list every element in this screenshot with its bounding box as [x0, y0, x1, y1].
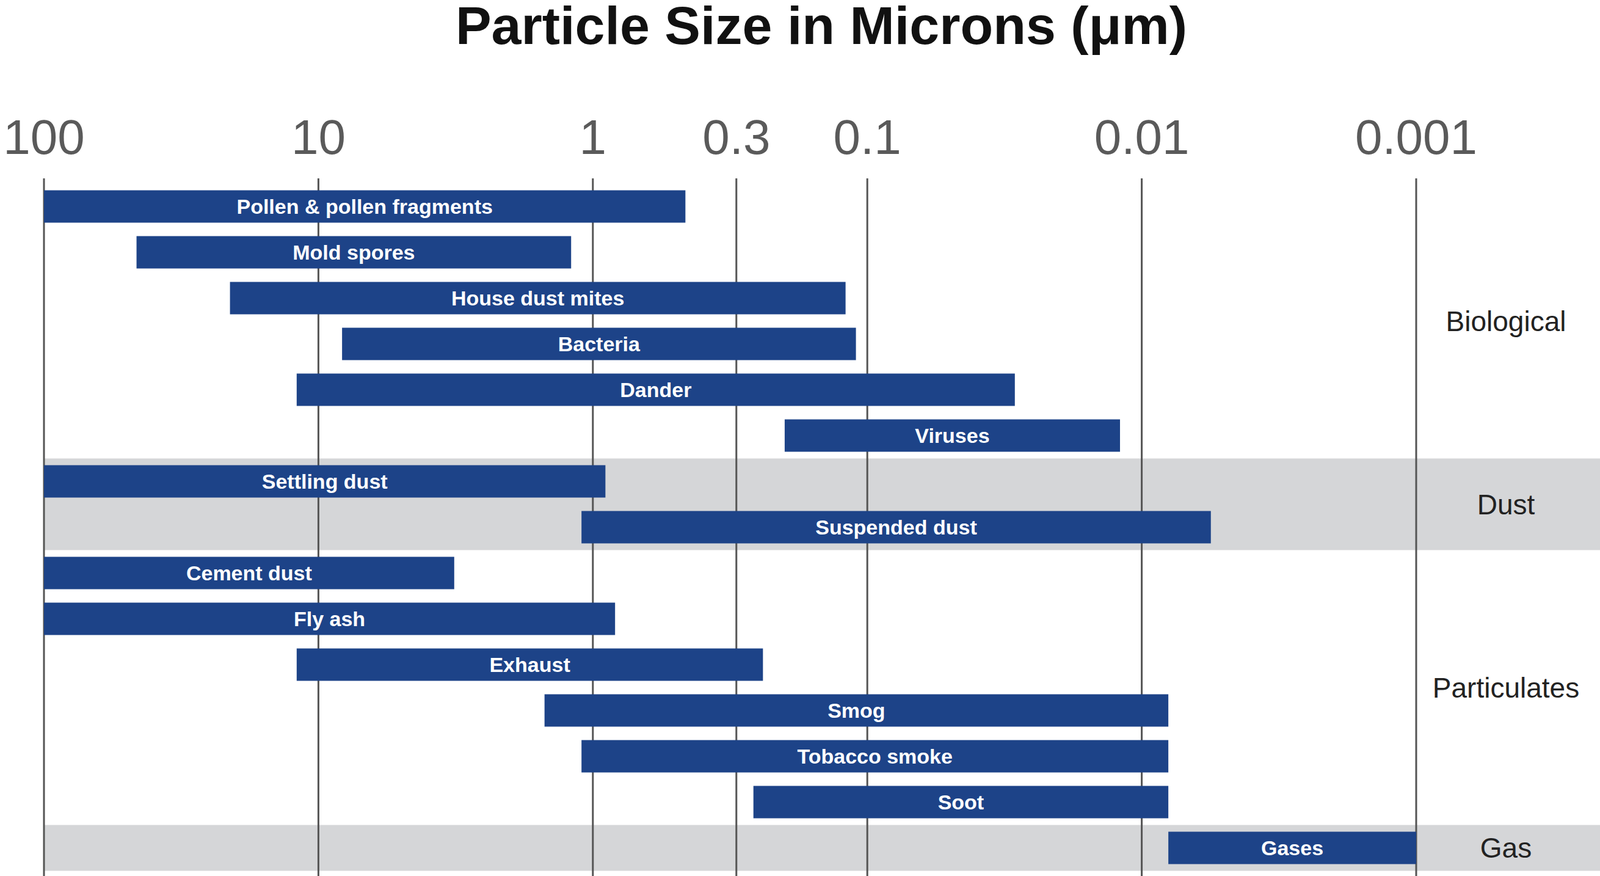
- group-label: Particulates: [1432, 671, 1580, 704]
- bar: [43, 602, 615, 636]
- bar: [784, 419, 1120, 452]
- group-band: [43, 825, 1600, 871]
- grid-line: [1415, 178, 1418, 876]
- category-label: Mold spores: [292, 240, 415, 264]
- bar: [43, 465, 606, 498]
- bar: [296, 648, 764, 681]
- bar-labels: Pollen & pollen fragments Mold spores Hous…: [186, 194, 1324, 860]
- bar: [230, 282, 846, 315]
- tick-label: 1: [579, 109, 608, 165]
- bar: [136, 236, 572, 269]
- category-label: Bacteria: [558, 332, 641, 356]
- tick-label: 0.1: [833, 109, 902, 165]
- chart-root: Particle Size in Microns (μm) Biological D…: [0, 0, 1600, 876]
- category-label: Smog: [827, 698, 885, 722]
- grid-line: [43, 178, 46, 876]
- tick-label: 10: [291, 109, 346, 165]
- category-label: Tobacco smoke: [796, 744, 953, 768]
- bar: [43, 556, 455, 590]
- bar: [753, 785, 1169, 819]
- group-label: Gas: [1480, 831, 1532, 864]
- bar: [1168, 831, 1417, 865]
- category-label: Dander: [619, 378, 692, 402]
- group-label: Dust: [1477, 488, 1536, 521]
- title: Particle Size in Microns (μm): [455, 0, 1188, 56]
- category-label: House dust mites: [451, 286, 625, 310]
- group-bands: [43, 458, 1600, 871]
- category-label: Pollen & pollen fragments: [236, 194, 493, 219]
- group-label: Biological: [1446, 305, 1567, 338]
- category-label: Suspended dust: [815, 515, 977, 539]
- tick-label: 0.001: [1355, 109, 1478, 165]
- category-label: Settling dust: [261, 469, 388, 493]
- category-label: Fly ash: [293, 607, 366, 631]
- category-label: Gases: [1261, 836, 1324, 860]
- category-label: Cement dust: [186, 561, 313, 585]
- bar: [581, 740, 1169, 773]
- group-band: [43, 458, 1600, 551]
- bar: [544, 694, 1169, 727]
- bars: [43, 190, 1417, 865]
- tick-label: 0.01: [1094, 109, 1190, 165]
- bar: [581, 511, 1211, 544]
- bar: [43, 190, 686, 223]
- bar: [296, 373, 1015, 407]
- category-label: Viruses: [914, 423, 990, 448]
- category-label: Soot: [938, 790, 985, 814]
- grid: [43, 178, 1417, 876]
- tick-label: 0.3: [702, 109, 771, 165]
- bar: [341, 327, 856, 361]
- category-label: Exhaust: [489, 652, 570, 677]
- chart: Particle Size in Microns (μm) Biological D…: [0, 0, 1600, 876]
- tick-label: 100: [3, 109, 85, 165]
